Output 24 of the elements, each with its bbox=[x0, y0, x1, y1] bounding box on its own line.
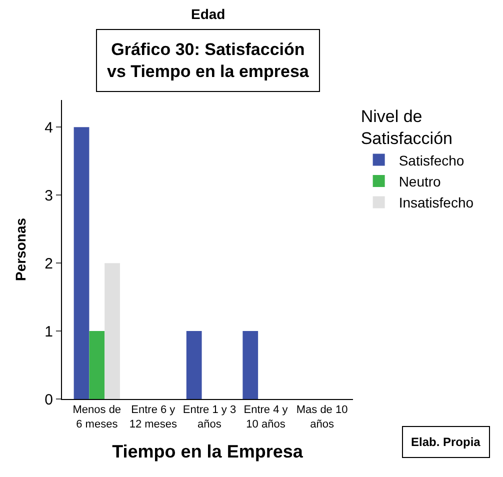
bar bbox=[74, 127, 90, 399]
y-axis-title: Personas bbox=[12, 218, 28, 282]
y-tick-label: 2 bbox=[44, 255, 53, 272]
legend-label: Neutro bbox=[398, 173, 442, 190]
bar bbox=[186, 331, 202, 399]
bar bbox=[242, 331, 258, 399]
x-tick-label: Mas de 10 años bbox=[296, 404, 348, 430]
bar bbox=[104, 263, 120, 399]
x-tick-label: Menos de 6 meses bbox=[72, 404, 122, 430]
x-tick-label: Entre 6 y 12 meses bbox=[129, 404, 178, 430]
x-tick-label: Entre 1 y 3 años bbox=[182, 404, 236, 430]
text: Elab. Propia bbox=[411, 435, 481, 449]
y-tick-label: 4 bbox=[44, 119, 53, 136]
legend-label: Insatisfecho bbox=[398, 194, 474, 211]
x-axis-title: Tiempo en la Empresa bbox=[112, 442, 304, 462]
y-tick-label: 1 bbox=[44, 323, 53, 340]
legend-label: Satisfecho bbox=[398, 152, 464, 168]
chart-title: Gráfico 30: Satisfacción vs Tiempo en la empresa bbox=[107, 40, 310, 82]
chart-subtitle: Edad bbox=[191, 6, 226, 22]
legend-title: Nivel de Satisfacción bbox=[360, 107, 452, 148]
y-tick-label: 3 bbox=[44, 187, 53, 204]
bar bbox=[89, 331, 105, 399]
y-tick-label: 0 bbox=[44, 391, 53, 408]
x-tick-label: Entre 4 y 10 años bbox=[244, 404, 288, 430]
